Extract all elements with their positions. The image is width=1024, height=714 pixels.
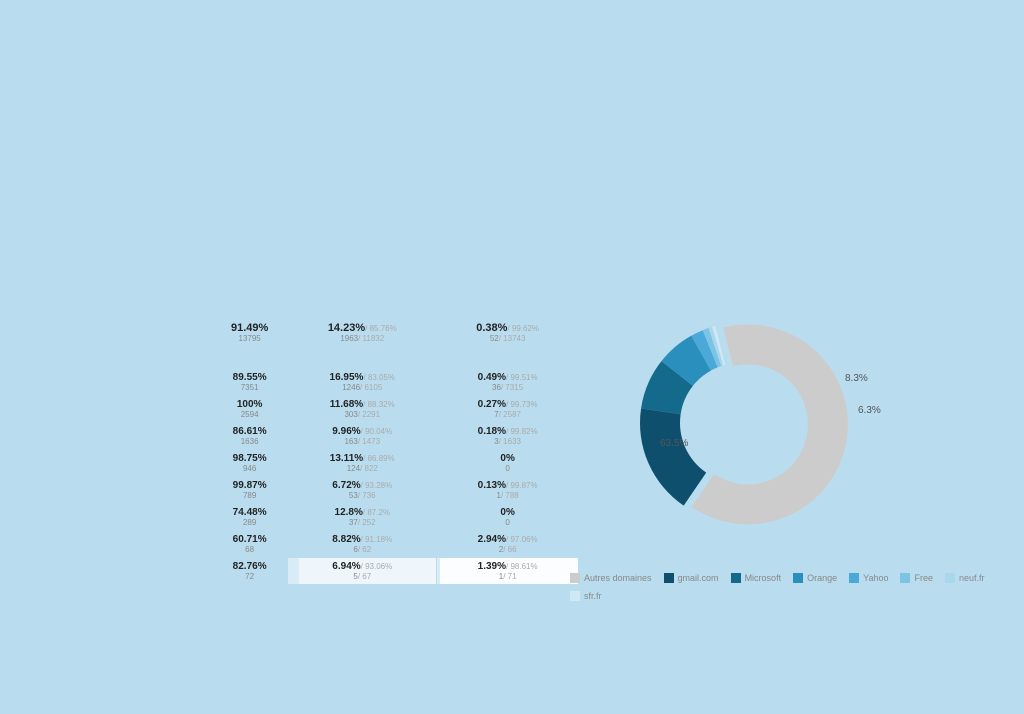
legend-item: neuf.fr	[945, 573, 985, 583]
table-row: sfr.fr82.76%726.94%/ 93.06%5/ 671.39%/ 9…	[22, 558, 579, 585]
donut-main-label: 63.5%	[660, 438, 688, 449]
legend-item: Yahoo	[849, 573, 888, 583]
donut-slice-label: 8.3%	[845, 373, 868, 384]
legend-item: gmail.com	[664, 573, 719, 583]
legend-item: Microsoft	[731, 573, 782, 583]
legend-item: sfr.fr	[570, 591, 602, 601]
legend-item: Free	[900, 573, 933, 583]
legend-item: Autres domaines	[570, 573, 652, 583]
domains-table: Reçu Ouvreurs / Non-ouv. Cliqueurs / Non…	[21, 284, 579, 585]
donut-slice-label: 6.3%	[858, 405, 881, 416]
legend-item: Orange	[793, 573, 837, 583]
domains-donut-chart: 63.5% 8.3% 6.3%	[620, 293, 900, 553]
